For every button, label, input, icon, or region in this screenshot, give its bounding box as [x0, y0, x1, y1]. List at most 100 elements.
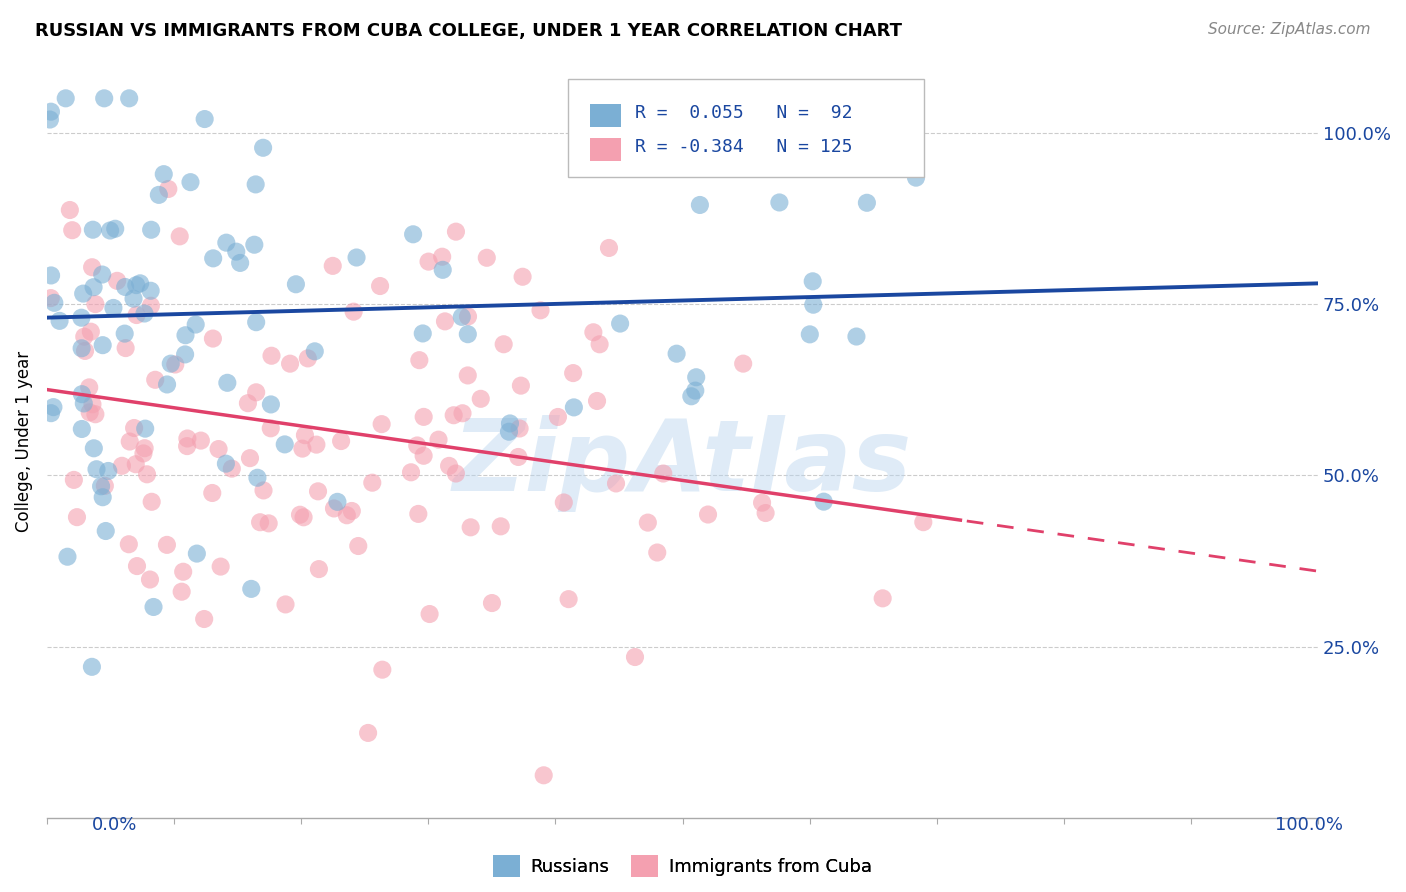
- Point: [39, 112, 62, 127]
- Point: [652, 467, 675, 481]
- Point: [66, 510, 89, 524]
- Point: [80, 660, 103, 674]
- Point: [492, 337, 515, 351]
- Point: [194, 112, 217, 126]
- Point: [39, 406, 62, 420]
- Point: [304, 344, 326, 359]
- Point: [336, 508, 359, 523]
- Point: [111, 458, 134, 473]
- Point: [371, 663, 394, 677]
- Y-axis label: College, Under 1 year: College, Under 1 year: [15, 351, 32, 532]
- Point: [252, 141, 274, 155]
- Point: [90, 479, 112, 493]
- Point: [246, 471, 269, 485]
- Point: [39, 268, 62, 283]
- Point: [294, 428, 316, 442]
- Point: [582, 325, 605, 339]
- Point: [152, 167, 174, 181]
- Point: [347, 539, 370, 553]
- Point: [912, 515, 935, 529]
- Point: [322, 259, 344, 273]
- Point: [73, 343, 96, 358]
- Point: [176, 432, 198, 446]
- Point: [39, 104, 62, 119]
- Point: [156, 377, 179, 392]
- Point: [184, 318, 207, 332]
- Point: [450, 310, 472, 324]
- Point: [557, 592, 579, 607]
- Point: [83, 280, 105, 294]
- Point: [122, 292, 145, 306]
- Point: [83, 442, 105, 456]
- Point: [588, 337, 610, 351]
- Point: [114, 326, 136, 341]
- Point: [274, 437, 297, 451]
- Point: [245, 315, 267, 329]
- Point: [406, 438, 429, 452]
- Point: [91, 338, 114, 352]
- Point: [82, 397, 104, 411]
- Point: [399, 465, 422, 479]
- Point: [755, 506, 778, 520]
- Point: [323, 501, 346, 516]
- Point: [605, 476, 627, 491]
- Point: [260, 349, 283, 363]
- Point: [105, 274, 128, 288]
- Point: [305, 437, 328, 451]
- Text: R = -0.384   N = 125: R = -0.384 N = 125: [636, 138, 853, 156]
- Point: [136, 467, 159, 482]
- Point: [243, 237, 266, 252]
- Point: [562, 366, 585, 380]
- Point: [157, 182, 180, 196]
- Point: [59, 202, 82, 217]
- Text: Source: ZipAtlas.com: Source: ZipAtlas.com: [1208, 22, 1371, 37]
- Point: [430, 250, 453, 264]
- Point: [685, 370, 707, 384]
- Point: [82, 260, 104, 275]
- Text: R =  0.055   N =  92: R = 0.055 N = 92: [636, 104, 853, 122]
- Point: [292, 510, 315, 524]
- Point: [509, 378, 531, 392]
- Point: [60, 223, 83, 237]
- Point: [586, 394, 609, 409]
- Point: [368, 279, 391, 293]
- Point: [103, 301, 125, 315]
- Point: [139, 573, 162, 587]
- Point: [512, 269, 534, 284]
- Point: [412, 449, 434, 463]
- Point: [148, 187, 170, 202]
- Point: [645, 545, 668, 559]
- Point: [207, 442, 229, 456]
- Point: [239, 451, 262, 466]
- Point: [308, 562, 330, 576]
- Point: [84, 297, 107, 311]
- Point: [408, 507, 430, 521]
- Point: [284, 277, 307, 292]
- Point: [470, 392, 492, 406]
- Point: [84, 407, 107, 421]
- Point: [134, 422, 156, 436]
- Point: [172, 565, 194, 579]
- Point: [768, 195, 790, 210]
- Point: [252, 483, 274, 498]
- Point: [73, 329, 96, 343]
- Point: [801, 274, 824, 288]
- Bar: [589, 138, 621, 161]
- Point: [751, 496, 773, 510]
- Point: [156, 538, 179, 552]
- Point: [134, 306, 156, 320]
- Point: [186, 547, 208, 561]
- Text: RUSSIAN VS IMMIGRANTS FROM CUBA COLLEGE, UNDER 1 YEAR CORRELATION CHART: RUSSIAN VS IMMIGRANTS FROM CUBA COLLEGE,…: [35, 22, 903, 40]
- Point: [201, 332, 224, 346]
- Point: [444, 467, 467, 481]
- Legend: Russians, Immigrants from Cuba: Russians, Immigrants from Cuba: [485, 847, 879, 884]
- Point: [176, 439, 198, 453]
- Point: [257, 516, 280, 531]
- Point: [444, 225, 467, 239]
- Point: [509, 421, 531, 435]
- Point: [905, 170, 928, 185]
- Point: [94, 479, 117, 493]
- Point: [70, 310, 93, 325]
- Point: [215, 457, 238, 471]
- Point: [139, 284, 162, 298]
